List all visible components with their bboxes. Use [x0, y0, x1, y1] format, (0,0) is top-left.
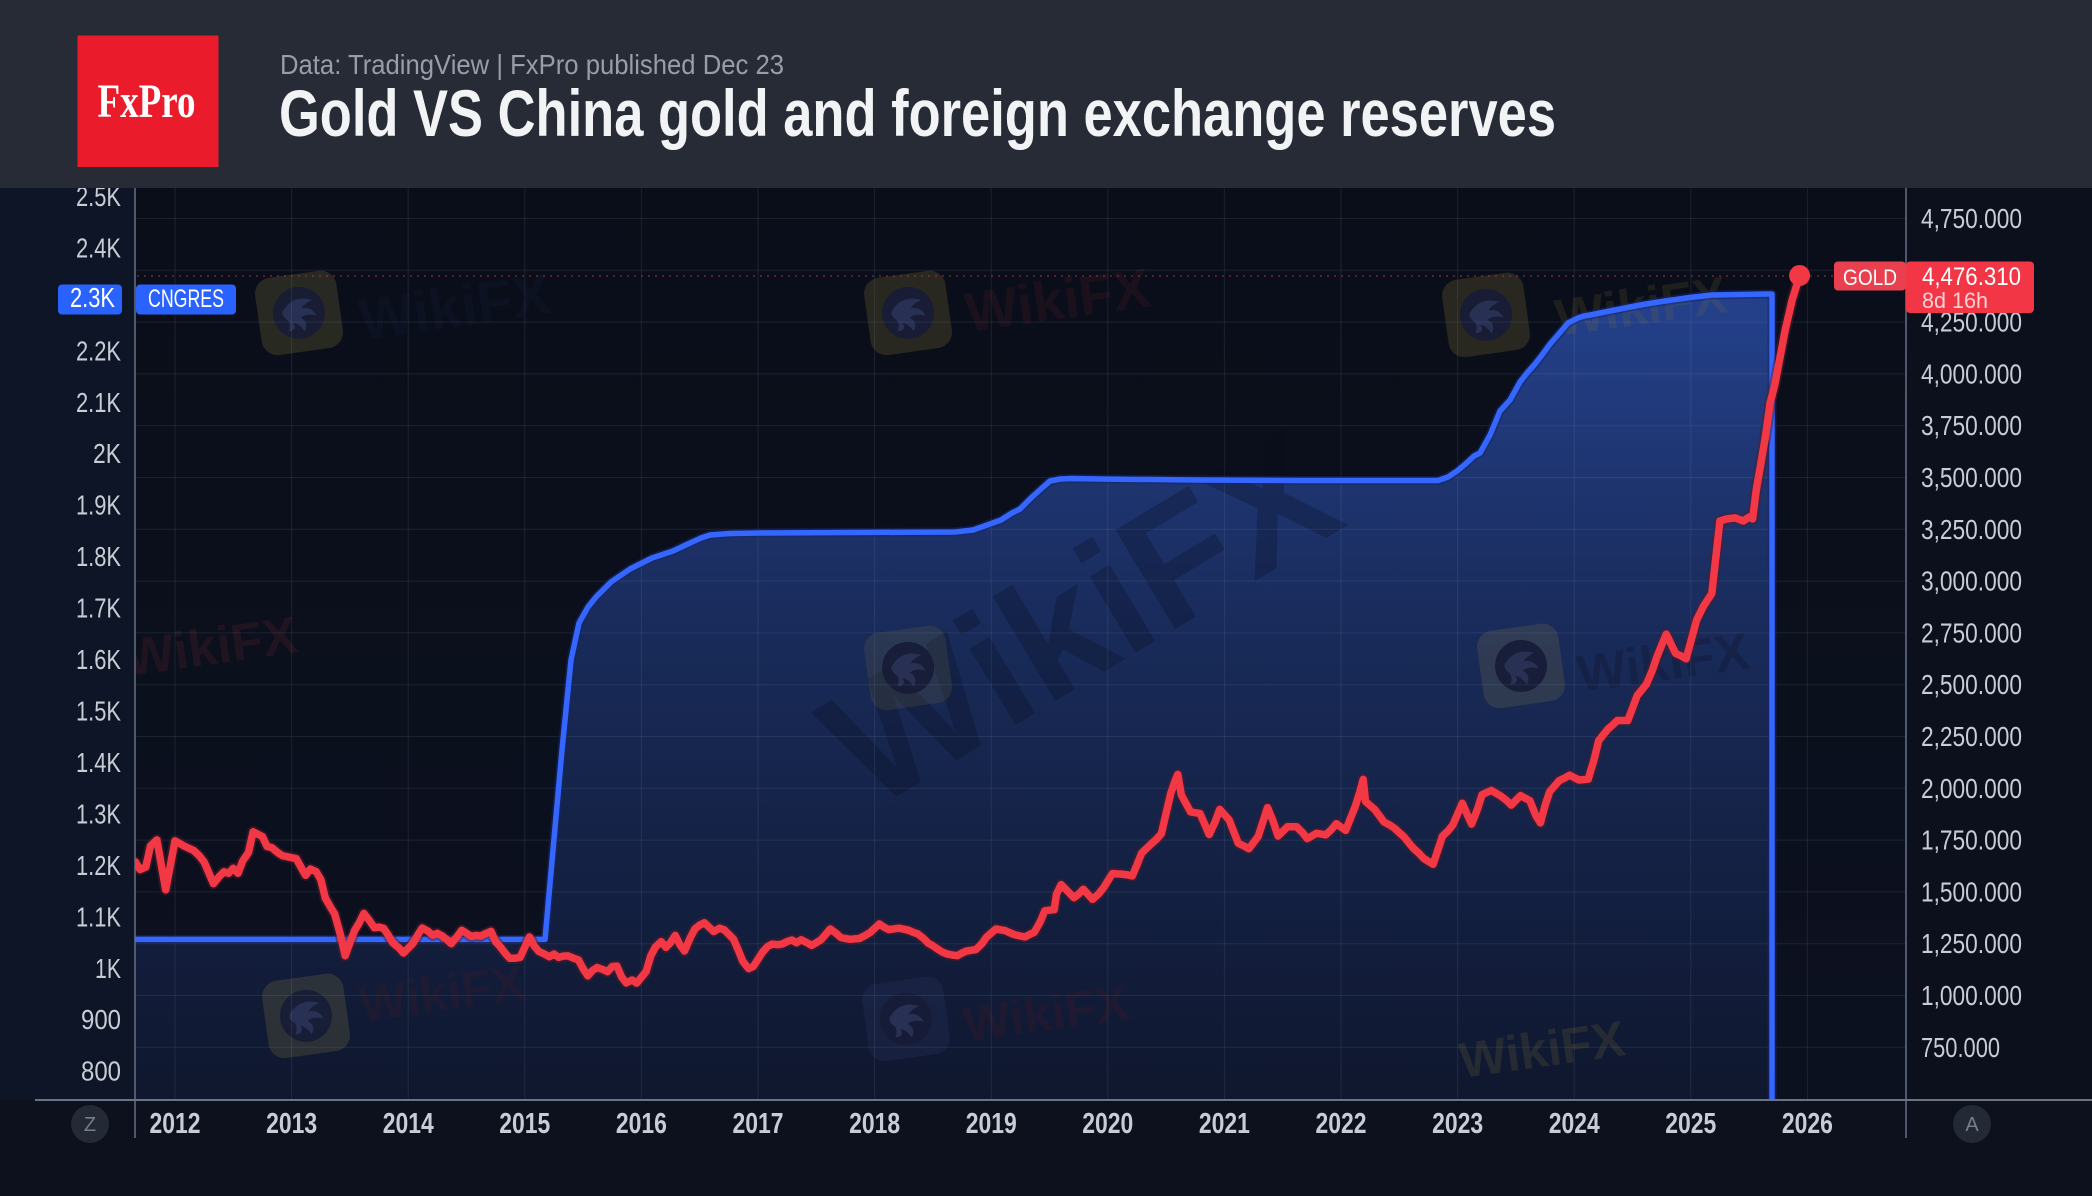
svg-text:2020: 2020 [1082, 1108, 1133, 1140]
svg-text:2023: 2023 [1432, 1108, 1483, 1140]
svg-text:CNGRES: CNGRES [148, 285, 224, 313]
svg-text:1.9K: 1.9K [76, 490, 121, 521]
svg-text:2018: 2018 [849, 1108, 900, 1140]
svg-text:GOLD: GOLD [1843, 265, 1897, 290]
svg-text:4,476.310: 4,476.310 [1922, 263, 2021, 291]
svg-text:800: 800 [81, 1056, 121, 1087]
svg-text:2,250.000: 2,250.000 [1921, 721, 2022, 752]
svg-text:2024: 2024 [1549, 1108, 1600, 1140]
svg-text:4,750.000: 4,750.000 [1921, 203, 2022, 234]
svg-text:1,000.000: 1,000.000 [1921, 980, 2022, 1011]
svg-text:3,000.000: 3,000.000 [1921, 566, 2022, 597]
svg-text:1.6K: 1.6K [76, 644, 121, 675]
svg-text:2015: 2015 [499, 1108, 550, 1140]
svg-text:A: A [1965, 1114, 1979, 1136]
svg-text:1.2K: 1.2K [76, 850, 121, 881]
svg-text:Z: Z [84, 1114, 96, 1136]
svg-text:2025: 2025 [1665, 1108, 1716, 1140]
svg-text:2,750.000: 2,750.000 [1921, 617, 2022, 648]
svg-text:1,500.000: 1,500.000 [1921, 876, 2022, 907]
svg-text:1.4K: 1.4K [76, 747, 121, 778]
svg-text:2.4K: 2.4K [76, 232, 121, 263]
svg-text:3,250.000: 3,250.000 [1921, 514, 2022, 545]
svg-text:FxPro: FxPro [98, 75, 196, 128]
svg-text:750.000: 750.000 [1921, 1032, 2000, 1063]
svg-text:2.2K: 2.2K [76, 335, 121, 366]
svg-text:2022: 2022 [1316, 1108, 1367, 1140]
svg-text:2.3K: 2.3K [70, 282, 115, 313]
svg-text:2,500.000: 2,500.000 [1921, 669, 2022, 700]
svg-text:1K: 1K [95, 953, 121, 984]
svg-text:1,250.000: 1,250.000 [1921, 928, 2022, 959]
svg-text:2016: 2016 [616, 1108, 667, 1140]
svg-text:2013: 2013 [266, 1108, 317, 1140]
svg-text:3,500.000: 3,500.000 [1921, 462, 2022, 493]
svg-text:1.1K: 1.1K [76, 901, 121, 932]
svg-text:900: 900 [81, 1004, 121, 1035]
svg-text:1.5K: 1.5K [76, 696, 121, 727]
svg-text:1,750.000: 1,750.000 [1921, 825, 2022, 856]
svg-text:3,750.000: 3,750.000 [1921, 410, 2022, 441]
svg-text:2K: 2K [93, 438, 121, 469]
svg-text:2014: 2014 [383, 1108, 434, 1140]
svg-text:2026: 2026 [1782, 1108, 1833, 1140]
svg-text:Data: TradingView | FxPro pu: Data: TradingView | FxPro published Dec … [280, 49, 784, 80]
svg-text:Gold VS China gold and foreig: Gold VS China gold and foreign exchange … [279, 76, 1556, 150]
svg-text:1.8K: 1.8K [76, 541, 121, 572]
svg-text:2.1K: 2.1K [76, 387, 121, 418]
svg-text:2019: 2019 [966, 1108, 1017, 1140]
svg-text:2012: 2012 [150, 1108, 201, 1140]
svg-text:8d 16h: 8d 16h [1922, 288, 1988, 313]
svg-text:2017: 2017 [733, 1108, 784, 1140]
svg-text:4,000.000: 4,000.000 [1921, 358, 2022, 389]
svg-text:2,000.000: 2,000.000 [1921, 773, 2022, 804]
svg-text:1.7K: 1.7K [76, 593, 121, 624]
svg-text:2021: 2021 [1199, 1108, 1250, 1140]
svg-text:1.3K: 1.3K [76, 798, 121, 829]
